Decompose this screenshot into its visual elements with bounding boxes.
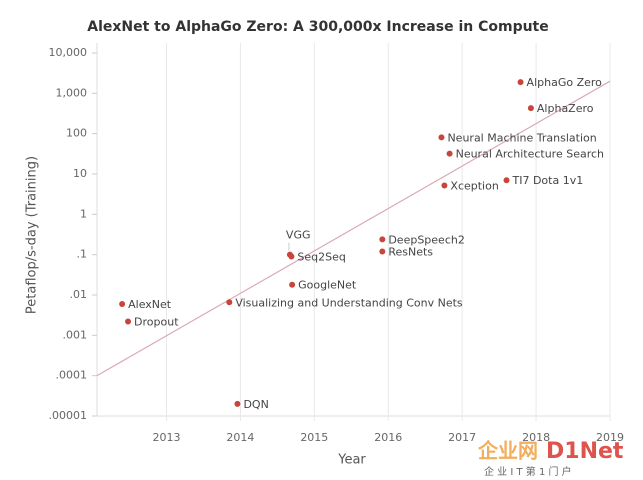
- y-tick-label: 1,000: [56, 86, 88, 99]
- watermark-brand: 企业网: [477, 439, 538, 463]
- point-label: DeepSpeech2: [388, 233, 465, 246]
- point-label: Dropout: [134, 316, 179, 329]
- point-label: TI7 Dota 1v1: [512, 174, 584, 187]
- point-label: Xception: [450, 179, 498, 192]
- watermark-slogan: 企 业 I T 第 1 门 户: [484, 465, 572, 478]
- point-label: AlexNet: [128, 298, 172, 311]
- data-point: [441, 182, 448, 189]
- point-label: AlphaGo Zero: [527, 76, 603, 89]
- y-tick-label: .001: [63, 328, 88, 341]
- data-point: [125, 318, 132, 325]
- x-tick-label: 2017: [448, 431, 476, 444]
- x-tick-label: 2013: [152, 431, 180, 444]
- data-point: [446, 150, 453, 157]
- data-point: [379, 236, 386, 243]
- x-tick-label: 2015: [300, 431, 328, 444]
- x-axis-label: Year: [337, 453, 366, 468]
- x-tick-label: 2019: [596, 431, 624, 444]
- point-label: Visualizing and Understanding Conv Nets: [235, 296, 463, 309]
- x-tick-label: 2018: [522, 431, 550, 444]
- data-point: [438, 134, 445, 141]
- y-tick-label: 10: [73, 167, 87, 180]
- data-point: [234, 400, 241, 407]
- y-tick-label: .0001: [56, 369, 88, 382]
- point-label: DQN: [243, 398, 268, 411]
- data-point: [517, 79, 524, 86]
- y-tick-label: .00001: [49, 409, 88, 422]
- trend-line: [96, 80, 611, 377]
- y-tick-label: 10,000: [49, 46, 88, 59]
- point-label: Neural Machine Translation: [447, 131, 596, 144]
- data-point: [289, 281, 296, 288]
- watermark-brand2: D1Net: [546, 439, 624, 464]
- y-tick-label: .01: [70, 288, 88, 301]
- point-label: GoogleNet: [298, 279, 357, 292]
- data-point: [503, 177, 510, 184]
- x-tick-label: 2014: [226, 431, 254, 444]
- data-point: [288, 253, 295, 260]
- point-label: VGG: [286, 229, 311, 242]
- point-label: ResNets: [388, 245, 433, 258]
- x-tick-label: 2016: [374, 431, 402, 444]
- data-point: [226, 299, 233, 306]
- y-axis-label: Petaflop/s-day (Training): [25, 156, 40, 314]
- y-tick-label: 1: [80, 207, 87, 220]
- data-point: [379, 248, 386, 255]
- point-label: Seq2Seq: [297, 251, 345, 264]
- y-tick-label: .1: [77, 248, 88, 261]
- data-point: [527, 105, 534, 112]
- point-label: Neural Architecture Search: [456, 148, 604, 161]
- y-tick-label: 100: [66, 127, 87, 140]
- point-label: AlphaZero: [537, 102, 594, 115]
- data-point: [119, 300, 126, 307]
- chart-title: AlexNet to AlphaGo Zero: A 300,000x Incr…: [87, 19, 549, 35]
